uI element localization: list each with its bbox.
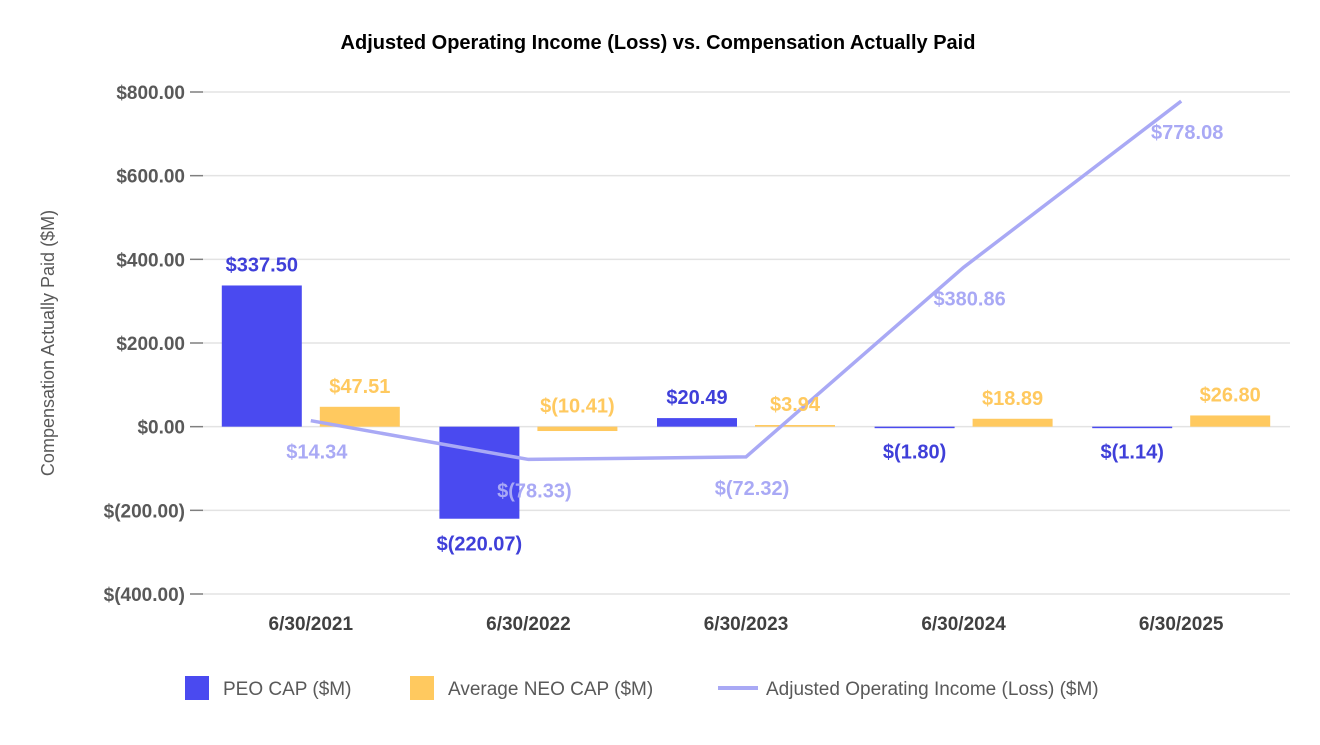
y-tick-label: $200.00 [116,334,185,355]
y-tick-label: $(400.00) [104,585,185,606]
legend-swatch [185,676,209,700]
y-tick-label: $400.00 [116,250,185,271]
adjusted-operating-income-label: $(78.33) [497,480,572,502]
legend-label: Adjusted Operating Income (Loss) ($M) [766,679,1099,700]
neo-cap-label: $(10.41) [540,396,615,418]
y-tick-label: $800.00 [116,83,185,104]
neo-cap-bar [319,406,400,427]
peo-cap-bar [657,418,737,427]
neo-cap-label: $47.51 [329,376,390,398]
peo-cap-bar [1092,426,1173,429]
adjusted-operating-income-label: $14.34 [286,442,348,464]
x-tick-label: 6/30/2025 [1139,614,1224,635]
legend-label: PEO CAP ($M) [223,679,351,700]
y-tick-label: $600.00 [116,167,185,188]
adjusted-operating-income-label: $380.86 [933,288,1005,310]
adjusted-operating-income-label: $(72.32) [715,478,790,500]
y-tick-label: $(200.00) [104,501,185,522]
neo-cap-label: $26.80 [1200,384,1261,406]
legend-item: Average NEO CAP ($M) [410,676,653,700]
adjusted-operating-income-label: $778.08 [1151,122,1223,144]
peo-cap-label: $(1.14) [1101,442,1164,464]
peo-cap-bar [874,426,955,429]
neo-cap-bar [972,418,1053,427]
neo-cap-bar [537,426,618,432]
y-tick-label: $0.00 [137,418,185,439]
peo-cap-label: $337.50 [226,254,298,276]
chart-title: Adjusted Operating Income (Loss) vs. Com… [341,32,976,54]
peo-cap-label: $(1.80) [883,442,946,464]
legend-item: Adjusted Operating Income (Loss) ($M) [718,679,1099,700]
peo-cap-label: $20.49 [666,387,727,409]
x-tick-label: 6/30/2022 [486,614,571,635]
peo-cap-bar [439,426,520,519]
x-tick-label: 6/30/2023 [704,614,789,635]
legend-item: PEO CAP ($M) [185,676,351,700]
peo-cap-bar [221,285,302,427]
y-axis-title: Compensation Actually Paid ($M) [38,210,58,476]
x-tick-label: 6/30/2024 [921,614,1006,635]
adjusted-operating-income-line [310,99,1183,462]
legend-label: Average NEO CAP ($M) [448,679,653,700]
legend-swatch [410,676,434,700]
peo-cap-label: $(220.07) [437,534,523,556]
neo-cap-bar [1190,415,1271,427]
x-tick-label: 6/30/2021 [269,614,354,635]
neo-cap-label: $18.89 [982,388,1043,410]
neo-cap-bar [755,425,835,427]
neo-cap-label: $3.94 [770,394,821,416]
